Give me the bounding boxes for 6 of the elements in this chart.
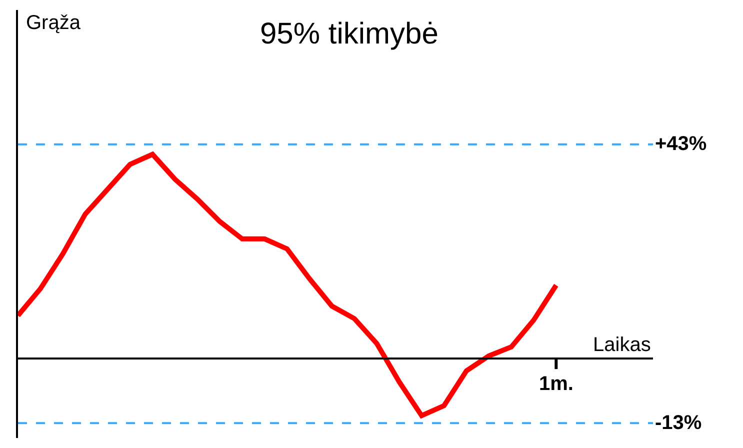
x-axis-title: Laikas (593, 334, 651, 356)
chart-title: 95% tikimybė (260, 17, 438, 50)
annotation: 1m. (539, 373, 574, 395)
ref-line-label: +43% (655, 133, 707, 155)
ref-line-label: -13% (655, 412, 702, 434)
y-axis-title: Grąža (26, 12, 82, 34)
